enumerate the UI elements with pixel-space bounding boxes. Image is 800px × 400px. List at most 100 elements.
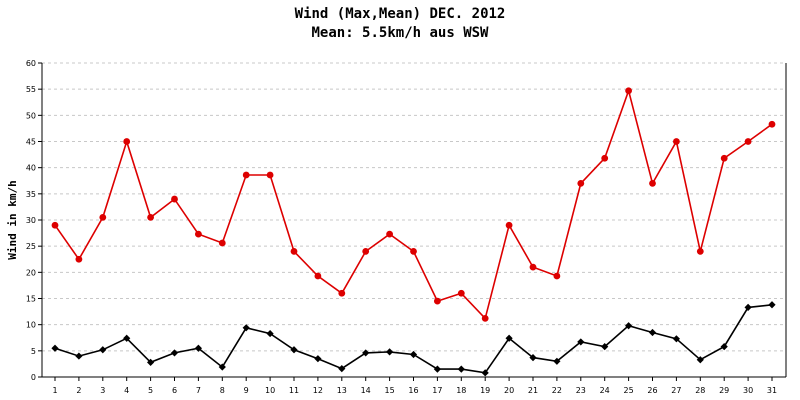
max-wind-point bbox=[649, 179, 656, 187]
max-wind-point bbox=[529, 263, 537, 271]
x-tick-label: 21 bbox=[528, 386, 538, 395]
x-tick-label: 16 bbox=[408, 386, 418, 395]
mean-wind-point bbox=[553, 357, 561, 365]
x-tick-label: 30 bbox=[743, 386, 753, 395]
max-wind-point bbox=[75, 255, 83, 263]
x-tick-label: 6 bbox=[172, 386, 177, 395]
x-tick-label: 31 bbox=[767, 386, 777, 395]
grid-lines bbox=[42, 62, 786, 352]
mean-wind-point bbox=[51, 344, 59, 352]
mean-wind-point bbox=[744, 303, 752, 311]
mean-wind-point bbox=[170, 349, 179, 357]
x-tick-label: 28 bbox=[695, 386, 705, 395]
y-tick-label: 25 bbox=[26, 242, 36, 251]
max-wind-point bbox=[673, 138, 680, 145]
max-wind-point bbox=[696, 248, 704, 255]
mean-wind-point bbox=[362, 349, 370, 357]
max-wind-point bbox=[768, 120, 776, 128]
x-tick-label: 12 bbox=[313, 386, 323, 395]
mean-wind-point bbox=[433, 365, 441, 373]
mean-wind-point bbox=[577, 338, 585, 346]
x-tick-label: 23 bbox=[576, 386, 586, 395]
y-tick-label: 5 bbox=[31, 347, 36, 356]
max-wind-point bbox=[51, 221, 59, 229]
y-tick-label: 10 bbox=[26, 321, 36, 330]
y-tick-label: 20 bbox=[26, 268, 36, 277]
max-wind-point bbox=[171, 195, 178, 203]
x-tick-label: 9 bbox=[244, 386, 249, 395]
mean-wind-point bbox=[409, 350, 418, 359]
mean-wind-point bbox=[290, 346, 298, 354]
chart-title: Wind (Max,Mean) DEC. 2012 bbox=[295, 6, 506, 22]
x-tick-label: 2 bbox=[76, 386, 81, 395]
mean-wind-point bbox=[529, 354, 537, 362]
y-tick-label: 50 bbox=[26, 111, 36, 120]
y-axis-label: Wind in km/h bbox=[6, 180, 19, 259]
max-wind-point bbox=[481, 314, 489, 322]
mean-wind-point bbox=[99, 346, 107, 354]
y-tick-label: 45 bbox=[26, 138, 36, 147]
max-wind-point bbox=[147, 213, 155, 221]
max-wind-line bbox=[54, 87, 773, 320]
max-wind-point bbox=[577, 179, 585, 187]
x-tick-label: 11 bbox=[289, 386, 299, 395]
max-wind-point bbox=[744, 138, 752, 145]
x-tick-label: 20 bbox=[504, 386, 514, 395]
x-tick-label: 4 bbox=[124, 386, 129, 395]
x-tick-label: 22 bbox=[552, 386, 562, 395]
max-wind-point bbox=[290, 248, 298, 255]
mean-wind-point bbox=[625, 322, 633, 330]
x-tick-label: 8 bbox=[220, 386, 225, 395]
x-tick-label: 19 bbox=[480, 386, 490, 395]
x-tick-label: 24 bbox=[600, 386, 610, 395]
max-wind-point bbox=[123, 138, 131, 145]
max-wind-point bbox=[625, 87, 632, 95]
max-wind-point bbox=[99, 213, 107, 221]
mean-wind-point bbox=[505, 334, 513, 342]
mean-wind-point bbox=[601, 343, 609, 351]
chart-subtitle: Mean: 5.5km/h aus WSW bbox=[311, 25, 489, 41]
y-tick-label: 35 bbox=[26, 190, 36, 199]
max-wind-point bbox=[434, 297, 441, 305]
max-wind-point bbox=[195, 230, 202, 238]
x-tick-label: 18 bbox=[456, 386, 466, 395]
max-wind-point bbox=[410, 248, 417, 255]
max-wind-point bbox=[505, 221, 513, 229]
mean-wind-point bbox=[457, 365, 465, 373]
mean-wind-point bbox=[194, 344, 202, 352]
mean-wind-point bbox=[314, 355, 322, 363]
series-markers bbox=[51, 87, 776, 377]
max-wind-point bbox=[553, 272, 561, 280]
max-wind-point bbox=[266, 171, 274, 179]
x-tick-label: 10 bbox=[265, 386, 275, 395]
x-tick-label: 15 bbox=[385, 386, 395, 395]
x-tick-label: 14 bbox=[361, 386, 371, 395]
x-tick-label: 17 bbox=[432, 386, 442, 395]
y-tick-label: 15 bbox=[26, 295, 36, 304]
max-wind-point bbox=[457, 289, 465, 297]
mean-wind-point bbox=[768, 301, 776, 309]
max-wind-point bbox=[242, 171, 250, 179]
x-tick-label: 5 bbox=[148, 386, 153, 395]
y-tick-label: 60 bbox=[26, 59, 36, 68]
max-wind-point bbox=[720, 154, 728, 162]
mean-wind-point bbox=[481, 369, 489, 377]
x-tick-label: 25 bbox=[624, 386, 634, 395]
x-tick-label: 7 bbox=[196, 386, 201, 395]
mean-wind-point bbox=[720, 343, 728, 351]
mean-wind-line bbox=[54, 304, 773, 374]
y-tick-label: 40 bbox=[26, 164, 36, 173]
x-tick-label: 13 bbox=[337, 386, 347, 395]
max-wind-point bbox=[218, 239, 226, 247]
max-wind-point bbox=[338, 289, 346, 297]
max-wind-point bbox=[362, 248, 370, 255]
mean-wind-point bbox=[696, 356, 704, 364]
mean-wind-point bbox=[672, 335, 680, 343]
max-wind-point bbox=[314, 272, 322, 280]
series-lines bbox=[54, 87, 773, 374]
x-tick-label: 26 bbox=[647, 386, 657, 395]
mean-wind-point bbox=[338, 365, 346, 373]
y-tick-label: 30 bbox=[26, 216, 36, 225]
